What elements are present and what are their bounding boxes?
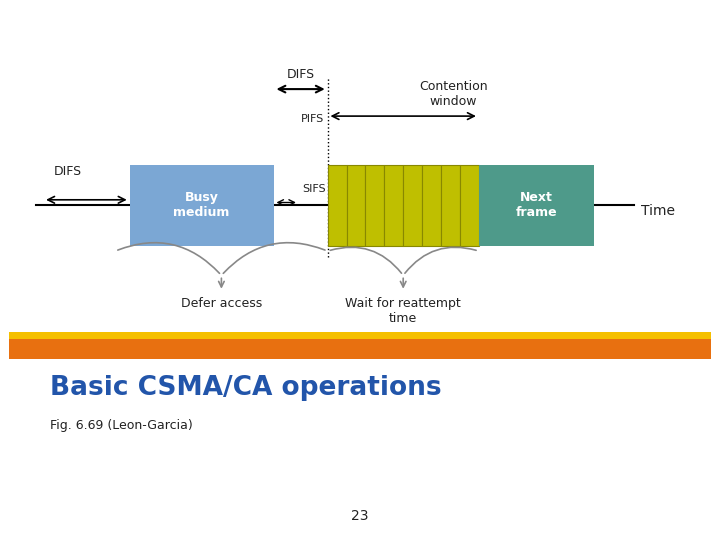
Bar <box>441 165 460 246</box>
Text: Next
frame: Next frame <box>516 191 557 219</box>
Bar <box>384 165 403 246</box>
Bar <box>460 165 479 246</box>
Bar <box>130 165 274 246</box>
Text: DIFS: DIFS <box>287 68 315 81</box>
Text: 23: 23 <box>351 509 369 523</box>
Text: Wait for reattempt
time: Wait for reattempt time <box>346 297 461 325</box>
Bar <box>9 332 711 339</box>
Text: Defer access: Defer access <box>181 297 262 310</box>
Bar <box>403 165 422 246</box>
Text: Time: Time <box>641 204 675 218</box>
Text: SIFS: SIFS <box>302 184 326 194</box>
Bar <box>366 165 384 246</box>
Text: PIFS: PIFS <box>301 114 324 124</box>
Text: Contention
window: Contention window <box>419 80 488 108</box>
Bar <box>9 339 711 359</box>
Text: DIFS: DIFS <box>54 165 82 178</box>
Bar <box>479 165 594 246</box>
Text: Busy
medium: Busy medium <box>174 191 230 219</box>
Bar <box>346 165 366 246</box>
Bar <box>328 165 346 246</box>
Text: Fig. 6.69 (Leon-Garcia): Fig. 6.69 (Leon-Garcia) <box>50 418 193 431</box>
Bar <box>422 165 441 246</box>
Text: Basic CSMA/CA operations: Basic CSMA/CA operations <box>50 375 442 401</box>
